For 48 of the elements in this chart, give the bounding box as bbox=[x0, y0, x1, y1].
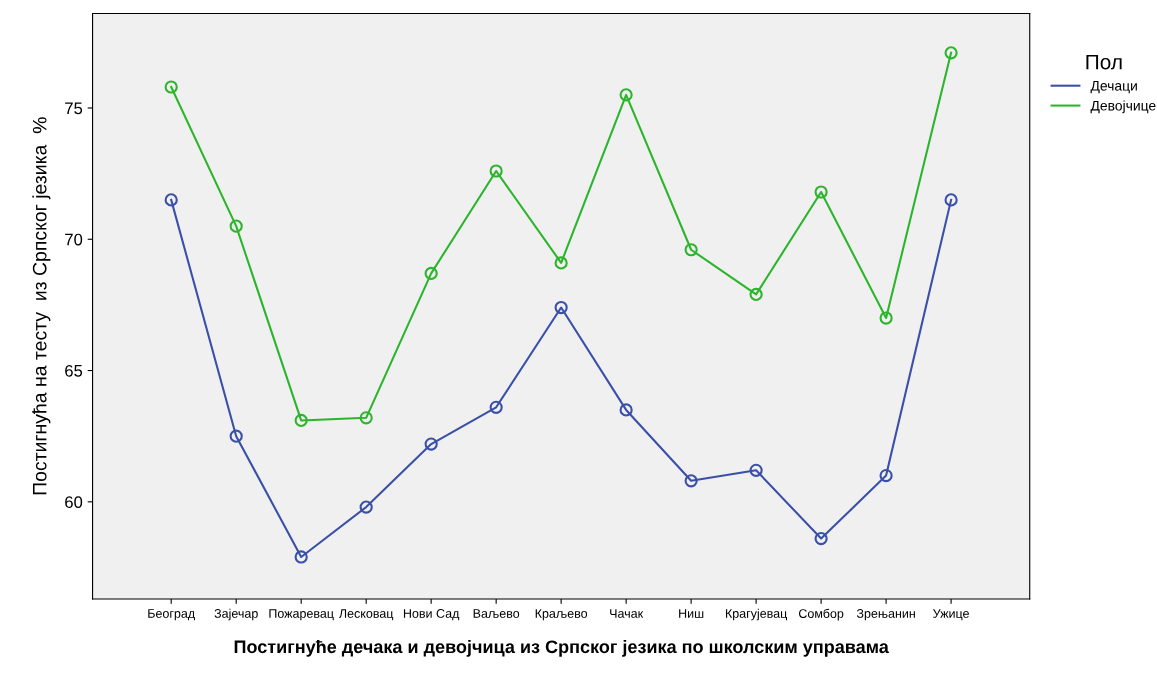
point bbox=[749, 463, 763, 477]
point bbox=[619, 88, 633, 102]
point bbox=[164, 193, 178, 207]
point bbox=[229, 219, 243, 233]
point bbox=[359, 500, 373, 514]
point bbox=[164, 80, 178, 94]
point bbox=[684, 474, 698, 488]
x-tick-label: Ваљево bbox=[473, 609, 520, 618]
y-tick-label: 75 bbox=[65, 102, 83, 115]
point bbox=[879, 311, 893, 325]
x-axis-title: Постигнуће дечака и девојчица из Српског језика по школским управама bbox=[234, 639, 889, 657]
point bbox=[489, 400, 503, 414]
y-tick-label: 60 bbox=[65, 496, 83, 509]
point bbox=[424, 437, 438, 451]
point bbox=[554, 300, 568, 315]
x-tick-label: Ниш bbox=[679, 609, 704, 618]
x-tick-label: Београд bbox=[148, 609, 195, 621]
point bbox=[619, 403, 633, 417]
x-tick-label: Нови Сад bbox=[403, 609, 460, 621]
point bbox=[944, 46, 958, 60]
x-tick-label: Лесковац bbox=[338, 609, 394, 621]
x-tick-label: Зајечар bbox=[214, 608, 258, 621]
point bbox=[684, 243, 698, 257]
point bbox=[294, 413, 308, 428]
x-tick-label: Ужице bbox=[933, 609, 969, 621]
legend-label: Девојчице bbox=[1090, 100, 1156, 114]
x-tick-label: Зрењанин bbox=[856, 609, 915, 621]
point bbox=[359, 411, 373, 425]
x-tick-label: Чачак bbox=[610, 609, 644, 618]
point bbox=[814, 185, 828, 199]
y-axis-title: Постигнућа на тесту из Српског језика % bbox=[32, 117, 51, 495]
point bbox=[424, 266, 438, 280]
point bbox=[229, 429, 243, 443]
legend-title: Пол bbox=[1086, 54, 1122, 70]
point bbox=[814, 531, 828, 546]
point bbox=[489, 164, 503, 178]
x-tick-label: Сомбор bbox=[799, 608, 844, 621]
point bbox=[554, 256, 568, 270]
point bbox=[294, 550, 308, 564]
point bbox=[944, 193, 958, 207]
point bbox=[879, 468, 893, 483]
point bbox=[749, 287, 763, 301]
y-tick-label: 65 bbox=[65, 364, 83, 377]
legend-label: Дечаци bbox=[1090, 80, 1137, 94]
y-tick-label: 70 bbox=[65, 233, 83, 246]
x-tick-label: Краљево bbox=[535, 609, 588, 621]
x-tick-label: Пожаревац bbox=[269, 609, 334, 621]
x-tick-label: Крагујевац bbox=[725, 608, 787, 621]
